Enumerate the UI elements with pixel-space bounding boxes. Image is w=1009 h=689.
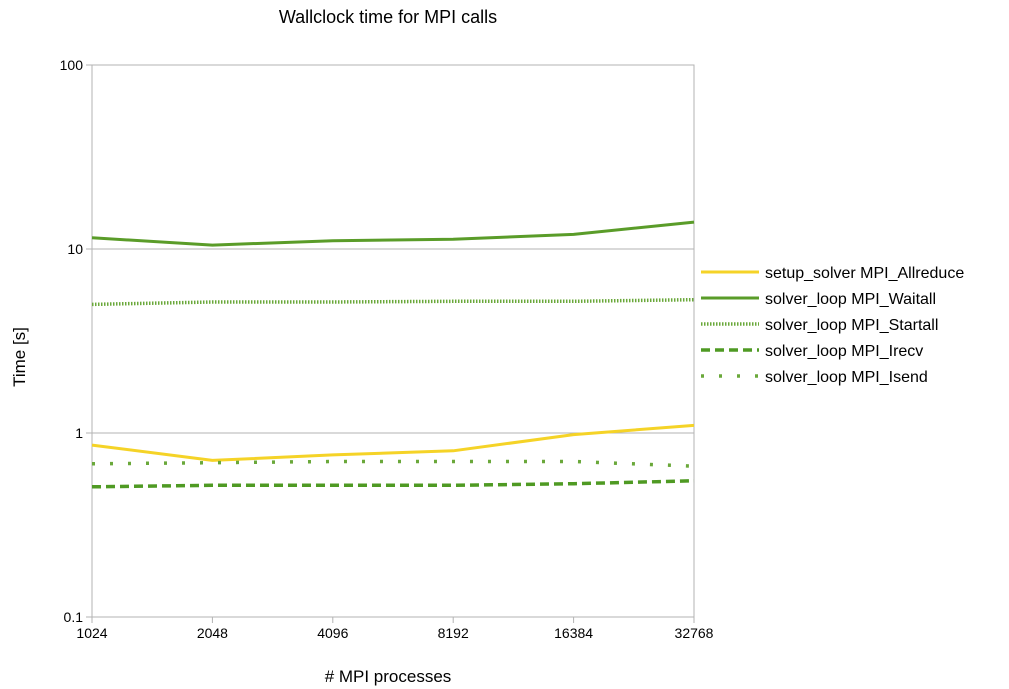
x-tick-label: 1024 — [76, 625, 107, 641]
y-tick-label: 10 — [67, 241, 83, 257]
x-tick-label: 2048 — [197, 625, 228, 641]
legend-label-4: solver_loop MPI_Irecv — [765, 343, 923, 360]
x-tick-label: 32768 — [675, 625, 714, 641]
y-axis-label: Time [s] — [10, 327, 29, 387]
x-axis-label: # MPI processes — [325, 667, 452, 686]
legend-label-2: solver_loop MPI_Waitall — [765, 291, 936, 308]
series-line-2 — [91, 220, 695, 247]
series-line-1 — [91, 423, 695, 462]
chart-title: Wallclock time for MPI calls — [279, 7, 497, 27]
series-line-5 — [91, 459, 695, 468]
series-line-3 — [91, 297, 695, 307]
x-tick-label: 16384 — [554, 625, 593, 641]
y-tick-labels: 0.1 1 10 100 — [60, 57, 84, 625]
series-lines — [91, 220, 695, 489]
series-line-4 — [91, 479, 695, 489]
x-tick-label: 8192 — [438, 625, 469, 641]
legend-label-1: setup_solver MPI_Allreduce — [765, 265, 964, 282]
y-tick-label: 0.1 — [64, 609, 84, 625]
y-tick-label: 100 — [60, 57, 84, 73]
plot-area-frame — [91, 64, 695, 618]
legend-label-3: solver_loop MPI_Startall — [765, 317, 938, 334]
gridlines — [86, 64, 695, 623]
x-tick-label: 4096 — [317, 625, 348, 641]
x-tick-labels: 1024 2048 4096 8192 16384 32768 — [76, 625, 713, 641]
legend: setup_solver MPI_Allreduce solver_loop MP… — [701, 265, 964, 386]
legend-label-5: solver_loop MPI_Isend — [765, 369, 928, 386]
y-tick-label: 1 — [75, 425, 83, 441]
